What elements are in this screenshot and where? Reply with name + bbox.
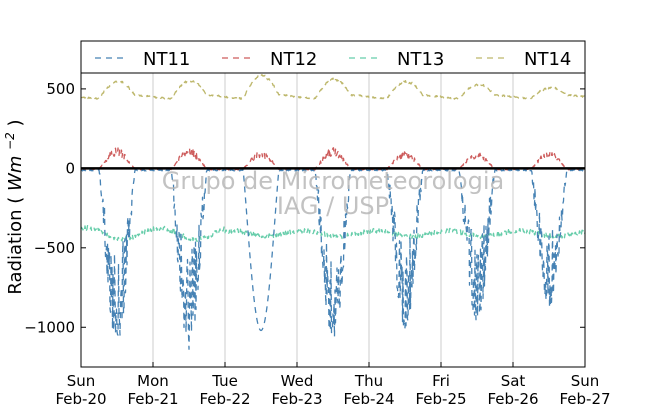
- series-line-nt12: [80, 147, 586, 171]
- legend-label: NT11: [143, 49, 190, 70]
- y-tick-label: −500: [34, 239, 75, 257]
- x-tick-label-date: Feb-21: [127, 390, 178, 408]
- y-axis-unit: Wm: [5, 156, 26, 191]
- x-tick-label-day: Thu: [354, 372, 383, 390]
- x-axis-ticks: SunFeb-20MonFeb-21TueFeb-22WedFeb-23ThuF…: [55, 362, 611, 408]
- x-tick-label-date: Feb-25: [415, 390, 466, 408]
- series-line-nt14: [80, 74, 586, 100]
- y-axis-label-text: Radiation: [5, 209, 26, 294]
- y-axis-unit-exponent: −2: [3, 132, 17, 150]
- x-tick-label-date: Feb-23: [271, 390, 322, 408]
- y-tick-label: 0: [65, 159, 75, 177]
- y-tick-label: −1000: [24, 318, 75, 336]
- series-line-nt11: [80, 168, 586, 350]
- x-tick-label-day: Fri: [432, 372, 450, 390]
- y-tick-label: 500: [46, 80, 75, 98]
- x-tick-label-day: Sun: [571, 372, 600, 390]
- x-tick-label-day: Sun: [67, 372, 96, 390]
- plot-area-frame: [80, 40, 586, 368]
- x-tick-label-date: Feb-24: [343, 390, 394, 408]
- series-lines: [80, 74, 586, 350]
- x-tick-label-date: Feb-26: [487, 390, 538, 408]
- legend-label: NT13: [397, 49, 444, 70]
- x-tick-label-date: Feb-20: [55, 390, 106, 408]
- watermark-line-1: Grupo de Micrometeorologia: [162, 167, 504, 195]
- watermark: Grupo de Micrometeorologia IAG / USP: [162, 167, 504, 220]
- series-line-nt13: [80, 224, 586, 242]
- x-tick-label-day: Tue: [211, 372, 238, 390]
- y-axis-label: Radiation ( Wm −2 ): [3, 119, 26, 294]
- x-tick-label-day: Sat: [501, 372, 526, 390]
- legend-label: NT12: [270, 49, 317, 70]
- watermark-line-2: IAG / USP: [277, 192, 389, 220]
- y-axis-ticks: 500 0 −500 −1000: [24, 80, 585, 336]
- x-tick-label-date: Feb-22: [199, 390, 250, 408]
- x-tick-label-day: Wed: [281, 372, 314, 390]
- legend: NT11 NT12 NT13 NT14: [81, 49, 585, 74]
- x-tick-label-day: Mon: [137, 372, 169, 390]
- legend-label: NT14: [524, 49, 571, 70]
- grid-lines: [152, 73, 514, 367]
- x-tick-label-date: Feb-27: [559, 390, 610, 408]
